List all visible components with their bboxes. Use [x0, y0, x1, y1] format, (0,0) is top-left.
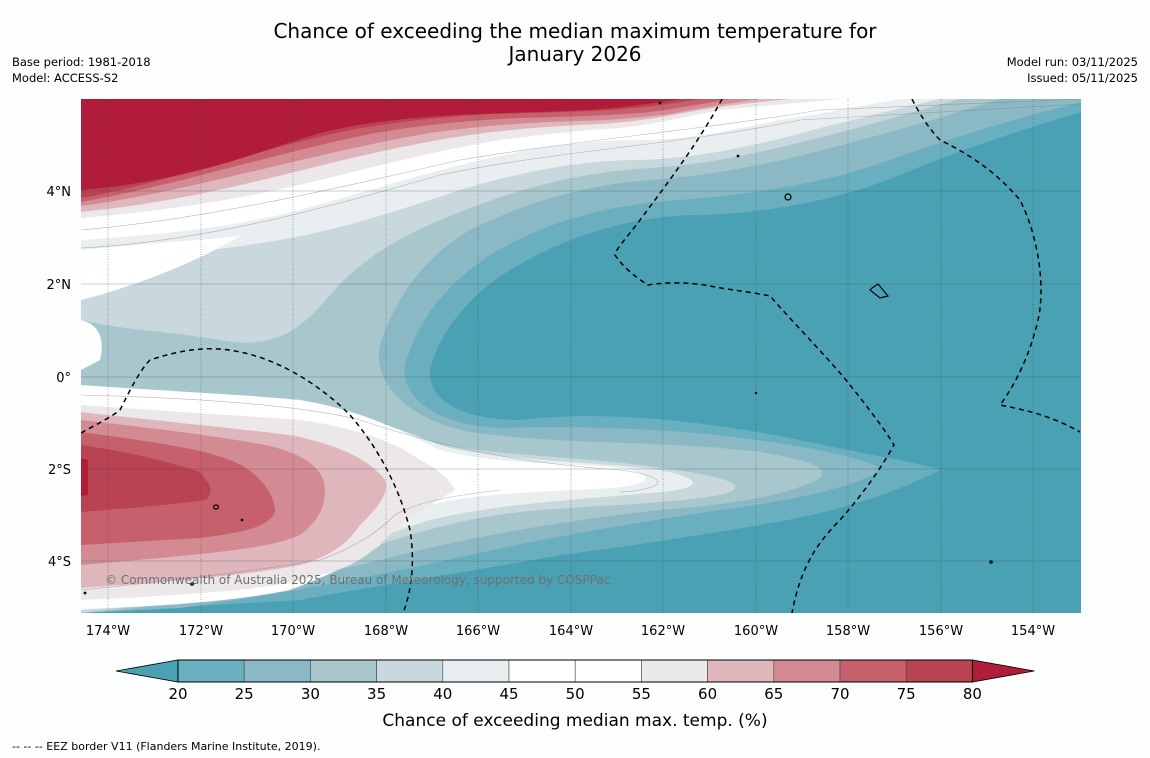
- lon-label: 174°W: [86, 624, 130, 639]
- colorbar-label: Chance of exceeding median max. temp. (%…: [382, 711, 767, 731]
- graticule: [107, 99, 1034, 613]
- colorbar-arrow-high: [972, 659, 1035, 683]
- colorbar-segment: [177, 659, 245, 683]
- lon-label: 172°W: [179, 624, 223, 639]
- colorbar-segment: [707, 659, 775, 683]
- map-title-line2: January 2026: [508, 42, 642, 66]
- lat-label: 4°S: [48, 555, 71, 570]
- band-80-plus: [81, 99, 680, 496]
- lat-label: 4°N: [47, 185, 72, 200]
- copyright-text: © Commonwealth of Australia 2025, Bureau…: [105, 573, 610, 587]
- lon-label: 154°W: [1011, 624, 1055, 639]
- lon-label: 168°W: [364, 624, 408, 639]
- colorbar-tick-label: 55: [632, 685, 651, 703]
- colorbar-arrow-low: [115, 659, 179, 683]
- lat-label: 2°S: [48, 463, 71, 478]
- graticule-lat: [81, 190, 1081, 562]
- colorbar-tick-label: 75: [897, 685, 916, 703]
- colorbar-tick-label: 35: [367, 685, 386, 703]
- colorbar-tick-label: 25: [235, 685, 254, 703]
- lon-label: 160°W: [734, 624, 778, 639]
- lon-label: 162°W: [641, 624, 685, 639]
- model-name: Model: ACCESS-S2: [12, 71, 119, 85]
- colorbar-outline: [177, 659, 973, 683]
- colorbar-segment: [905, 659, 973, 683]
- lon-label: 164°W: [549, 624, 593, 639]
- colorbar-ticks: 20 25 30 35 40 45 50 55 60 65 70 75 80: [168, 685, 981, 703]
- colorbar-tick-label: 60: [698, 685, 717, 703]
- colorbar-segment: [508, 659, 576, 683]
- lon-label: 170°W: [271, 624, 315, 639]
- colorbar-segment: [641, 659, 708, 683]
- colorbar-tick-label: 70: [830, 685, 849, 703]
- lon-label: 166°W: [456, 624, 500, 639]
- colorbar-tick-label: 80: [963, 685, 982, 703]
- eez-borders: [81, 99, 1081, 613]
- meta-right: Model run: 03/11/2025 Issued: 05/11/2025: [1007, 54, 1138, 86]
- colorbar-segment: [310, 659, 377, 683]
- colorbar-segment: [839, 659, 907, 683]
- eez-legend: -- -- -- EEZ border V11 (Flanders Marine…: [12, 740, 321, 753]
- meta-left: Base period: 1981-2018 Model: ACCESS-S2: [12, 54, 151, 86]
- colorbar: [115, 659, 1035, 683]
- contour-lines: [81, 99, 1081, 591]
- lat-label: 0°: [56, 371, 71, 386]
- colorbar-segment: [773, 659, 841, 683]
- colorbar-segment: [442, 659, 510, 683]
- lat-axis-labels: 4°N 2°N 0° 2°S 4°S: [47, 185, 72, 570]
- colorbar-tick-label: 30: [301, 685, 320, 703]
- colorbar-tick-label: 40: [433, 685, 452, 703]
- lon-axis-labels: 174°W 172°W 170°W 168°W 166°W 164°W 162°…: [86, 624, 1055, 639]
- colorbar-segment: [574, 659, 642, 683]
- map-title-line1: Chance of exceeding the median maximum t…: [273, 19, 877, 43]
- islands: [83, 101, 993, 595]
- lon-label: 156°W: [919, 624, 963, 639]
- colorbar-tick-label: 20: [168, 685, 187, 703]
- band-65-70: [81, 99, 760, 565]
- model-run: Model run: 03/11/2025: [1006, 55, 1138, 69]
- map-area: © Commonwealth of Australia 2025, Bureau…: [81, 99, 1081, 613]
- lat-label: 2°N: [47, 278, 72, 293]
- colorbar-tick-label: 50: [566, 685, 585, 703]
- base-period: Base period: 1981-2018: [12, 55, 151, 69]
- colorbar-tick-label: 45: [499, 685, 518, 703]
- colorbar-segment: [243, 659, 311, 683]
- issued-date: Issued: 05/11/2025: [1027, 71, 1138, 85]
- colorbar-segment: [376, 659, 444, 683]
- colorbar-tick-label: 65: [764, 685, 783, 703]
- lon-label: 158°W: [826, 624, 870, 639]
